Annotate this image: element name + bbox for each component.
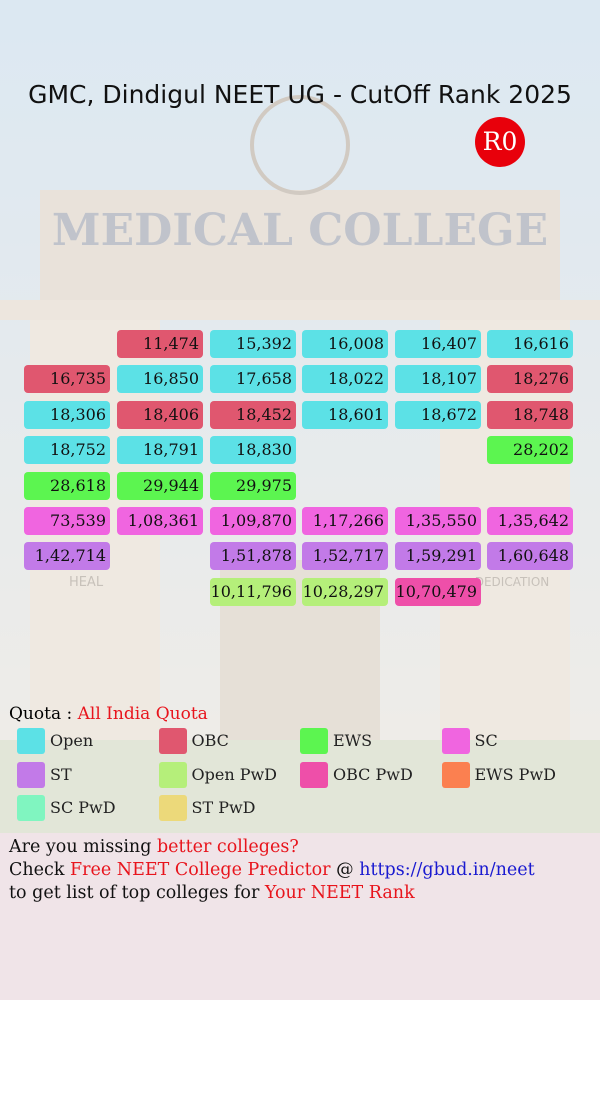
legend-label: EWS bbox=[333, 731, 373, 750]
rank-cell: 1,17,266 bbox=[302, 507, 388, 535]
footer-line: Are you missing better colleges? bbox=[9, 837, 299, 857]
rank-cell: 16,008 bbox=[302, 330, 388, 358]
footer-text: Are you missing bbox=[9, 837, 152, 857]
legend-swatch bbox=[158, 795, 187, 821]
legend-swatch bbox=[17, 761, 45, 788]
footer-text: better colleges? bbox=[156, 837, 299, 857]
footer-text: Your NEET Rank bbox=[264, 883, 415, 903]
rank-cell: 11,474 bbox=[117, 330, 203, 358]
rank-cell: 16,735 bbox=[24, 365, 110, 394]
rank-cell: 15,392 bbox=[210, 330, 296, 358]
legend-swatch bbox=[441, 761, 470, 788]
legend-label: ST bbox=[50, 764, 72, 784]
legend-swatch bbox=[17, 728, 45, 754]
rank-cell: 16,850 bbox=[117, 365, 203, 394]
footer-text: Check bbox=[9, 860, 65, 880]
rank-cell: 18,022 bbox=[302, 365, 388, 394]
rank-cell: 28,202 bbox=[487, 436, 573, 465]
legend-label: Open PwD bbox=[191, 764, 278, 784]
rank-cell: 18,748 bbox=[487, 400, 573, 429]
rank-cell: 18,672 bbox=[395, 400, 481, 429]
rank-cell: 18,791 bbox=[117, 436, 203, 465]
rank-cell: 18,406 bbox=[117, 400, 203, 429]
rank-cell: 29,944 bbox=[117, 471, 203, 500]
rank-cell: 18,601 bbox=[302, 400, 388, 429]
rank-cell: 16,616 bbox=[487, 330, 573, 358]
legend-label: SC bbox=[474, 731, 498, 750]
rank-cell: 73,539 bbox=[24, 507, 110, 535]
legend-label: ST PwD bbox=[191, 798, 256, 817]
rank-cell: 10,11,796 bbox=[210, 577, 296, 606]
rank-cell: 17,658 bbox=[210, 365, 296, 394]
rank-cell: 1,59,291 bbox=[395, 542, 481, 571]
panel-label: DEDICATION bbox=[475, 575, 550, 589]
rank-cell: 1,51,878 bbox=[210, 542, 296, 571]
legend-label: OBC bbox=[191, 731, 229, 750]
legend-label: EWS PwD bbox=[474, 764, 556, 784]
rank-cell: 18,830 bbox=[210, 436, 296, 465]
rank-cell: 1,09,870 bbox=[210, 507, 296, 535]
footer-text: @ bbox=[336, 860, 354, 880]
rank-cell: 10,28,297 bbox=[302, 577, 388, 606]
legend-label: Open bbox=[50, 731, 94, 750]
sign: MEDICAL COLLEGE bbox=[52, 205, 548, 256]
footer-line: to get list of top colleges for Your NEE… bbox=[9, 883, 415, 903]
rank-cell: 16,407 bbox=[395, 330, 481, 358]
rank-cell: 1,52,717 bbox=[302, 542, 388, 571]
rank-cell: 29,975 bbox=[210, 471, 296, 500]
round-badge: R0 bbox=[475, 117, 525, 167]
footer-panel bbox=[0, 833, 600, 1000]
rank-cell: 18,452 bbox=[210, 400, 296, 429]
footer-line: Check Free NEET College Predictor @ http… bbox=[9, 860, 535, 880]
rank-cell: 10,70,479 bbox=[395, 577, 481, 606]
rank-cell: 18,752 bbox=[24, 436, 110, 465]
footer-text: to get list of top colleges for bbox=[9, 883, 260, 903]
legend-swatch bbox=[300, 761, 328, 788]
quota-value: All India Quota bbox=[77, 704, 208, 724]
legend-swatch bbox=[158, 761, 187, 788]
legend-label: OBC PwD bbox=[333, 764, 413, 784]
rank-cell: 18,276 bbox=[487, 365, 573, 394]
quota-label: Quota : bbox=[9, 704, 73, 724]
rank-cell: 1,42,714 bbox=[24, 542, 110, 571]
rank-cell: 1,35,550 bbox=[395, 507, 481, 535]
rank-cell: 18,107 bbox=[395, 365, 481, 394]
footer-text: Free NEET College Predictor bbox=[70, 860, 331, 880]
rank-cell: 1,60,648 bbox=[487, 542, 573, 571]
legend-label: SC PwD bbox=[50, 798, 116, 817]
rank-cell: 28,618 bbox=[24, 471, 110, 500]
rank-cell: 1,08,361 bbox=[117, 507, 203, 535]
title: GMC, Dindigul NEET UG - CutOff Rank 2025 bbox=[28, 80, 572, 109]
legend-swatch bbox=[158, 728, 187, 754]
legend-swatch bbox=[17, 795, 45, 821]
legend-swatch bbox=[441, 728, 470, 754]
rank-cell: 18,306 bbox=[24, 400, 110, 429]
panel-label: HEAL bbox=[69, 575, 104, 590]
legend-swatch bbox=[300, 728, 328, 754]
footer-text: https://gbud.in/neet bbox=[359, 860, 535, 880]
quota-line: Quota : All India Quota bbox=[9, 704, 208, 724]
rank-cell: 1,35,642 bbox=[487, 507, 573, 535]
